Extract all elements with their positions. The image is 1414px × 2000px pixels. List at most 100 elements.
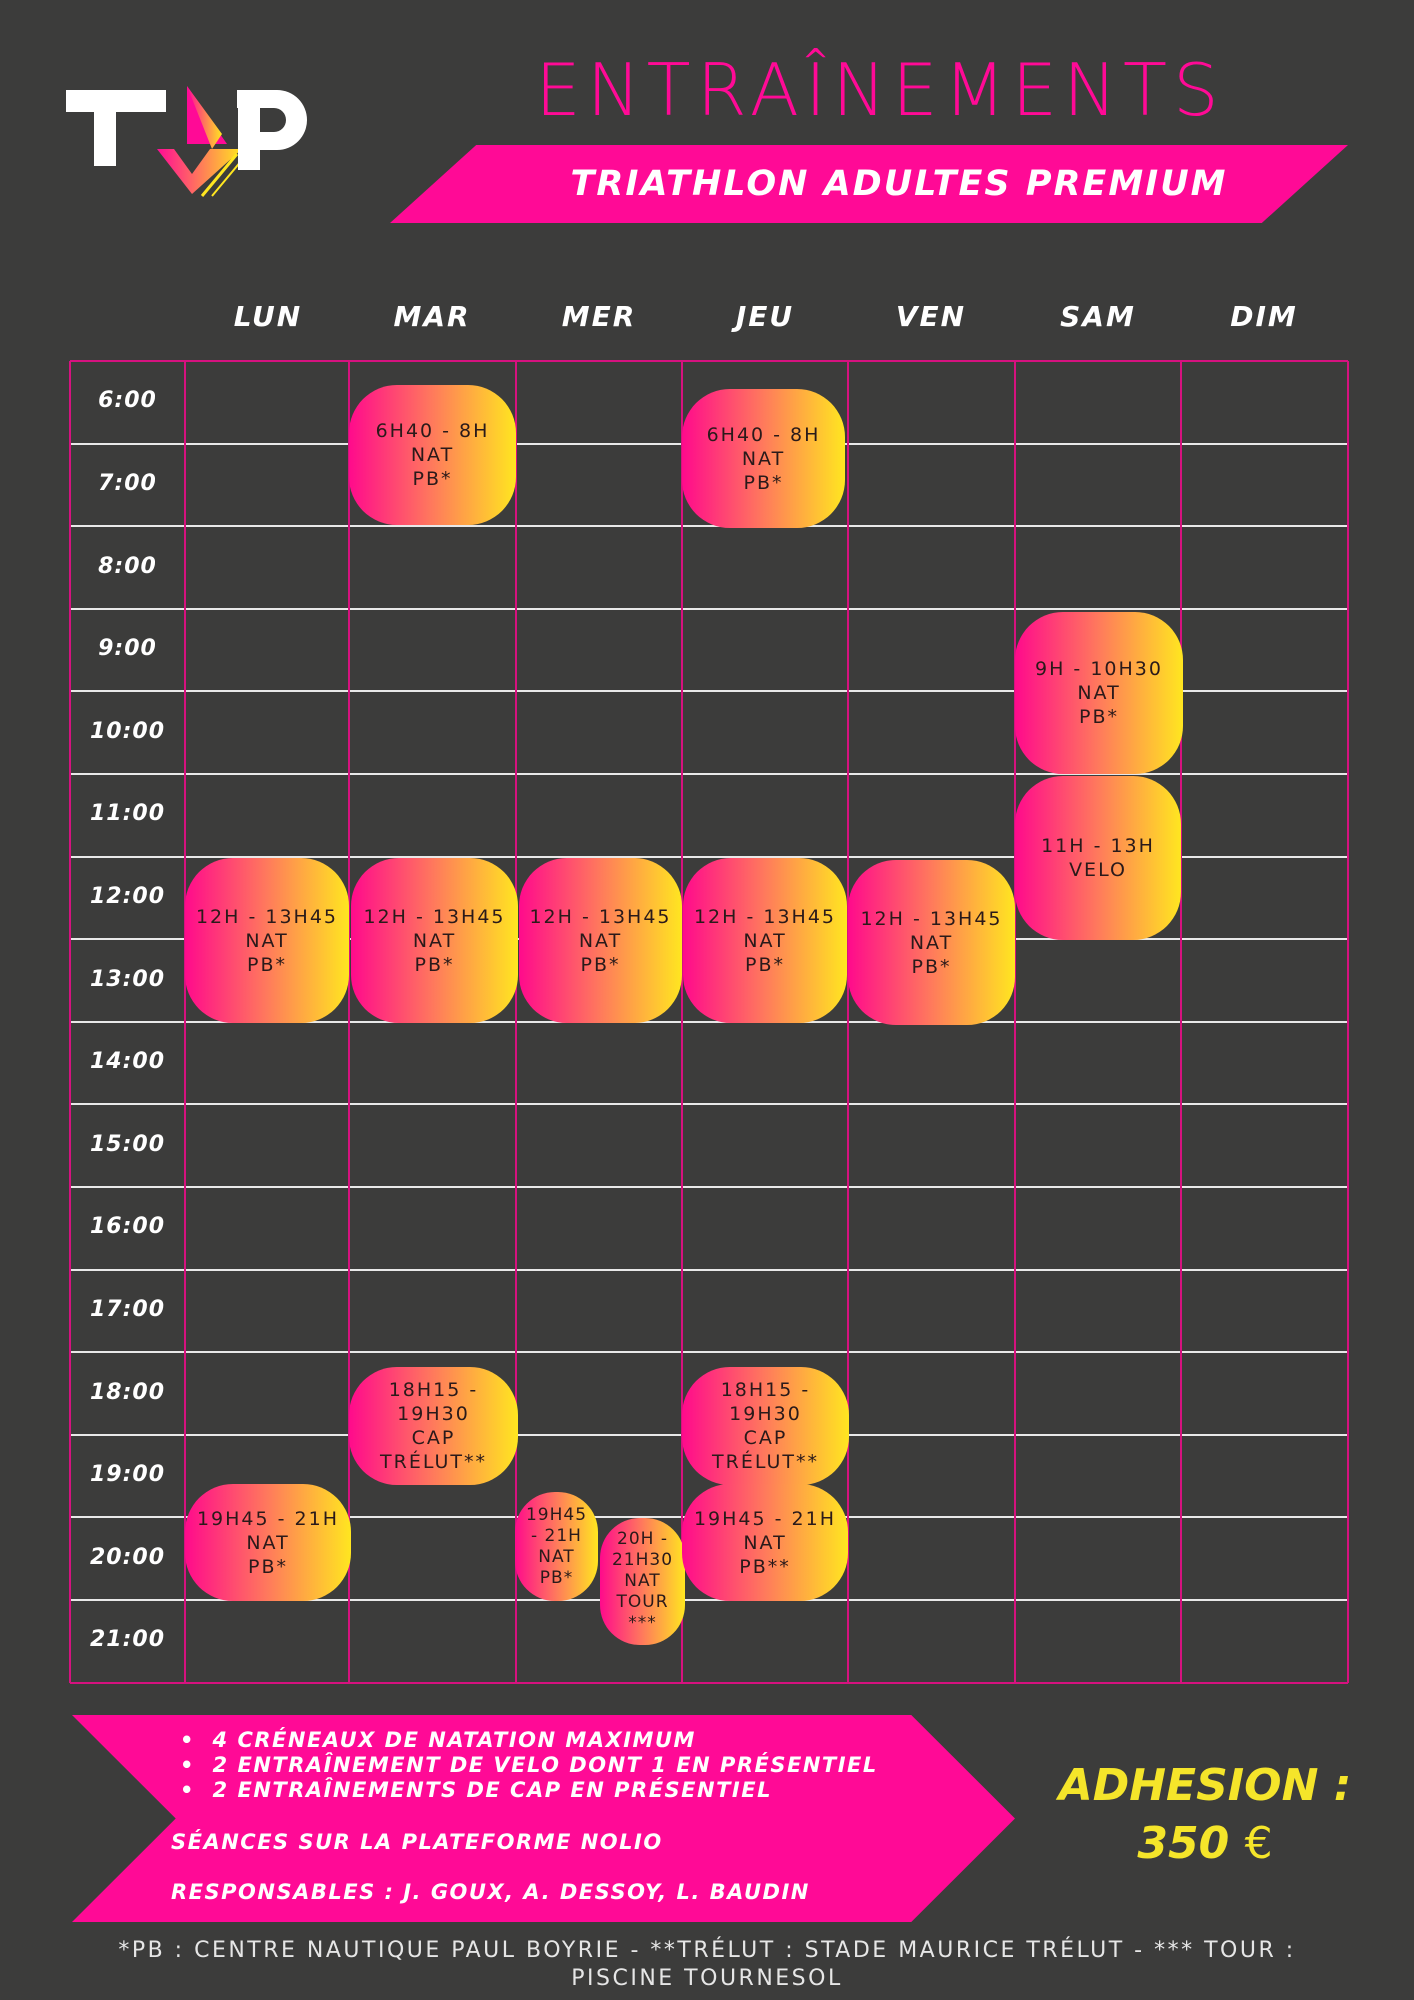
training-session[interactable]: 12H - 13H45 NAT PB* (185, 858, 349, 1023)
managers-note: RESPONSABLES : J. GOUX, A. DESSOY, L. BA… (171, 1880, 810, 1904)
training-session[interactable]: 18H15 -19H30 CAP TRÉLUT** (682, 1367, 849, 1485)
info-bullet: • 2 ENTRAÎNEMENT DE VELO DONT 1 EN PRÉSE… (180, 1753, 878, 1777)
session-text: PB* (743, 471, 784, 494)
tap-logo (62, 74, 322, 199)
training-session[interactable]: 6H40 - 8H NAT PB* (682, 389, 845, 528)
training-session[interactable]: 12H - 13H45 NAT PB* (351, 858, 518, 1023)
session-text: 12H - 13H45 (860, 907, 1003, 930)
time-label: 20:00 (89, 1544, 166, 1570)
time-label: 7:00 (98, 470, 157, 496)
session-text: PB* (248, 1555, 288, 1578)
session-text: - 21H (531, 1525, 582, 1546)
time-label: 16:00 (89, 1214, 166, 1240)
day-header: LUN (233, 300, 303, 333)
session-text: PB* (580, 953, 621, 976)
day-header: DIM (1230, 300, 1298, 333)
session-text: PB* (745, 953, 785, 976)
grid-row-line (70, 1103, 1348, 1106)
session-text: NAT (741, 447, 786, 470)
grid-column-line (681, 361, 683, 1683)
grid-column-line (69, 361, 71, 1683)
session-text: 6H40 - 8H (375, 420, 490, 442)
training-session[interactable]: 12H - 13H45 NAT PB* (519, 858, 682, 1023)
time-label: 12:00 (89, 883, 166, 909)
session-text: TOUR (616, 1592, 669, 1612)
training-session[interactable]: 12H - 13H45 NAT PB* (848, 860, 1015, 1025)
time-label: 10:00 (89, 718, 166, 744)
day-header: MER (561, 300, 637, 333)
grid-row-line (70, 1681, 1348, 1684)
training-session[interactable]: 9H - 10H30 NAT PB* (1015, 612, 1183, 774)
session-text: CAP (411, 1427, 456, 1449)
info-arrow-panel (72, 1715, 1015, 1922)
session-text: PB* (247, 953, 287, 976)
training-session[interactable]: 19H45 - 21H NAT PB** (682, 1484, 848, 1601)
platform-note: SÉANCES SUR LA PLATEFORME NOLIO (171, 1830, 663, 1854)
session-text: NAT (245, 929, 289, 952)
session-text: NAT (412, 929, 457, 952)
training-session[interactable]: 19H45 - 21H NAT PB* (185, 1484, 351, 1601)
subtitle: TRIATHLON ADULTES PREMIUM (570, 164, 1228, 204)
session-text: 21H30 (611, 1550, 674, 1570)
grid-row-line (70, 855, 1348, 858)
grid-column-line (1180, 361, 1182, 1683)
day-header: JEU (735, 300, 795, 333)
session-text: PB* (539, 1567, 574, 1588)
grid-row-line (70, 607, 1348, 610)
training-session[interactable]: 19H45- 21H NAT PB* (515, 1492, 598, 1601)
session-text: TRÉLUT** (712, 1451, 819, 1473)
session-text: NAT (909, 931, 954, 954)
session-text: 18H15 - (720, 1379, 811, 1401)
session-text: 11H - 13H (1041, 835, 1155, 857)
session-text: PB* (1079, 706, 1119, 728)
training-session[interactable]: 12H - 13H45 NAT PB* (683, 858, 847, 1023)
grid-row-line (70, 525, 1348, 528)
footer-legend: *PB : CENTRE NAUTIQUE PAUL BOYRIE - **TR… (40, 1937, 1374, 1993)
session-text: VELO (1069, 859, 1127, 881)
session-text: 6H40 - 8H (706, 423, 821, 446)
grid-row-line (70, 1351, 1348, 1354)
training-session[interactable]: 6H40 - 8H NAT PB* (349, 385, 516, 525)
session-text: CAP (743, 1427, 788, 1449)
page-title: ENTRAÎNEMENTS (535, 48, 1225, 132)
session-text: 19H45 - 21H (693, 1507, 837, 1530)
session-text: 12H - 13H45 (693, 905, 837, 928)
time-label: 11:00 (89, 801, 166, 827)
time-label: 6:00 (98, 388, 157, 414)
grid-column-line (515, 361, 517, 1683)
time-label: 9:00 (98, 636, 157, 662)
info-bullet: • 2 ENTRAÎNEMENTS DE CAP EN PRÉSENTIEL (180, 1778, 772, 1802)
session-text: PB* (412, 468, 453, 490)
training-session[interactable]: 11H - 13H VELO (1015, 776, 1181, 940)
training-session[interactable]: 18H15 -19H30 CAP TRÉLUT** (349, 1367, 518, 1485)
session-text: *** (628, 1613, 657, 1633)
session-text: NAT (538, 1546, 575, 1567)
session-text: 18H15 - (388, 1379, 479, 1401)
subtitle-banner (390, 145, 1348, 223)
session-text: TRÉLUT** (380, 1451, 487, 1473)
footer-line: *PB : CENTRE NAUTIQUE PAUL BOYRIE - **TR… (118, 1938, 1296, 1963)
day-header: VEN (895, 300, 967, 333)
session-text: 12H - 13H45 (195, 905, 339, 928)
grid-row-line (70, 1268, 1348, 1271)
grid-column-line (348, 361, 350, 1683)
session-text: NAT (410, 444, 455, 466)
grid-column-line (184, 361, 186, 1683)
session-text: 12H - 13H45 (529, 905, 672, 928)
training-session[interactable]: 20H -21H30 NAT TOUR *** (600, 1518, 685, 1645)
time-label: 18:00 (89, 1379, 166, 1405)
grid-row-line (70, 1020, 1348, 1023)
grid-row-line (70, 690, 1348, 693)
grid-row-line (70, 773, 1348, 775)
day-header: SAM (1060, 300, 1136, 333)
session-text: NAT (743, 929, 787, 952)
session-text: NAT (624, 1571, 661, 1591)
time-label: 15:00 (89, 1131, 166, 1157)
time-label: 8:00 (98, 553, 157, 579)
membership-label: ADHESION : (1058, 1760, 1352, 1811)
day-header: MAR (393, 300, 471, 333)
grid-row-line (70, 1599, 1348, 1601)
session-text: PB* (911, 955, 952, 978)
time-label: 19:00 (89, 1462, 166, 1488)
session-text: 19H45 - 21H (196, 1507, 340, 1530)
